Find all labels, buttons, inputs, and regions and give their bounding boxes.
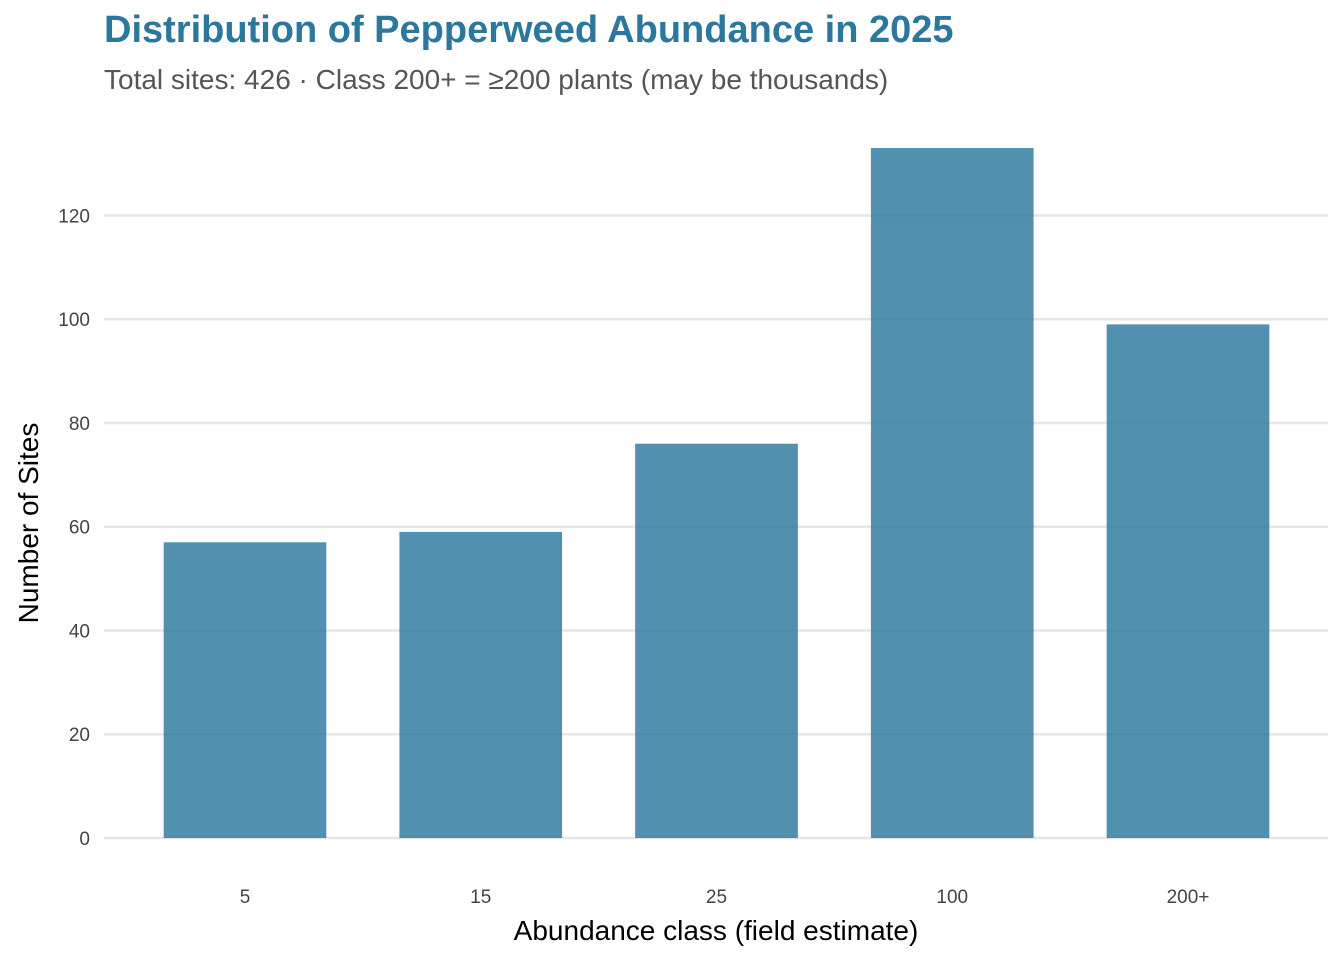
y-tick-label: 40 [69, 621, 90, 642]
chart-subtitle: Total sites: 426 · Class 200+ = ≥200 pla… [104, 64, 889, 95]
y-axis-title: Number of Sites [13, 423, 44, 624]
bar-15 [399, 531, 563, 838]
y-tick-label: 100 [58, 310, 90, 331]
y-tick-label: 20 [69, 725, 90, 746]
bar-25 [635, 443, 798, 838]
bar-200+ [1106, 324, 1270, 838]
x-tick-label: 200+ [1167, 887, 1210, 908]
y-tick-label: 120 [58, 206, 90, 227]
bar-100 [870, 148, 1034, 838]
chart-title: Distribution of Pepperweed Abundance in … [104, 9, 954, 51]
x-axis-title: Abundance class (field estimate) [514, 915, 919, 946]
y-tick-label: 80 [69, 414, 90, 435]
bars [163, 148, 1270, 838]
x-tick-label: 15 [470, 887, 491, 908]
bar-5 [163, 542, 327, 838]
x-tick-label: 25 [706, 887, 727, 908]
x-tick-labels: 5 15 25 100 200+ [240, 887, 1210, 908]
y-tick-label: 0 [79, 829, 90, 850]
x-tick-label: 5 [240, 887, 251, 908]
y-tick-labels: 0 20 40 60 80 100 120 [58, 206, 90, 850]
y-tick-label: 60 [69, 518, 90, 539]
x-tick-label: 100 [936, 887, 968, 908]
